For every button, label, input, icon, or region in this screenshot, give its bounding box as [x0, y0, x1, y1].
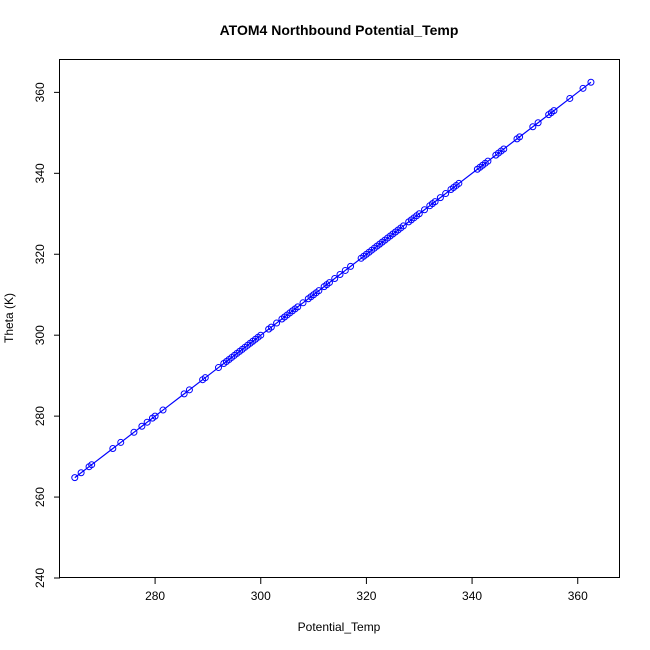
data-point [529, 123, 537, 131]
data-point [500, 145, 508, 153]
data-point [442, 190, 450, 198]
data-point [109, 445, 117, 452]
y-tick-label: 240 [33, 568, 47, 588]
data-point [421, 206, 429, 214]
y-tick-label: 360 [33, 82, 47, 102]
data-point [534, 119, 542, 127]
x-tick-label: 320 [356, 589, 376, 603]
data-point [566, 94, 574, 102]
data-point [336, 270, 344, 278]
data-point [516, 133, 524, 141]
data-point [341, 266, 349, 274]
data-point [71, 474, 79, 482]
data-point [159, 406, 167, 414]
y-tick-label: 280 [33, 406, 47, 426]
data-point [201, 374, 209, 382]
data-point [399, 222, 407, 230]
y-tick-label: 340 [33, 163, 47, 183]
y-tick-label: 260 [33, 487, 47, 507]
x-axis: 280 300 320 340 360 [145, 578, 588, 603]
data-point [484, 157, 492, 165]
data-point [257, 331, 265, 339]
data-point [299, 299, 307, 307]
plot-frame [59, 59, 620, 578]
x-tick-label: 340 [462, 589, 482, 603]
y-tick-label: 320 [33, 244, 47, 264]
data-point [143, 418, 151, 426]
chart-title: ATOM4 Northbound Potential_Temp [220, 22, 459, 38]
data-point [579, 84, 587, 92]
data-point [347, 262, 355, 270]
data-point [331, 275, 339, 283]
data-point [117, 438, 125, 446]
data-point [267, 323, 275, 331]
x-tick-label: 300 [251, 589, 271, 603]
plot-series [71, 78, 595, 482]
data-point [214, 364, 222, 372]
data-point [325, 279, 333, 287]
y-axis: 240 260 280 300 320 340 360 [33, 82, 60, 588]
x-tick-label: 280 [145, 589, 165, 603]
data-point [431, 198, 439, 206]
data-point [273, 319, 281, 327]
data-point [130, 428, 138, 436]
data-point [436, 194, 444, 202]
data-point [587, 78, 595, 86]
y-tick-label: 300 [33, 325, 47, 345]
data-point [294, 303, 302, 311]
x-tick-label: 360 [568, 589, 588, 603]
data-point [77, 469, 85, 477]
data-point [315, 287, 323, 295]
data-point [88, 461, 96, 469]
data-point [185, 386, 193, 394]
x-axis-label: Potential_Temp [298, 620, 381, 634]
data-point [415, 210, 423, 218]
data-point [455, 179, 463, 187]
data-point [138, 422, 146, 430]
data-point [180, 390, 188, 398]
y-axis-label: Theta (K) [2, 293, 16, 343]
data-point [550, 107, 558, 115]
data-point [151, 412, 159, 420]
